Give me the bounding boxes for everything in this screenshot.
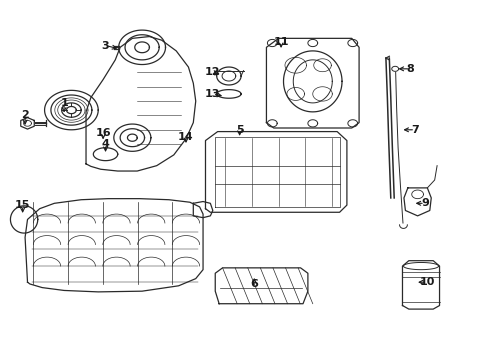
Text: 4: 4: [102, 139, 109, 149]
Text: 13: 13: [204, 89, 220, 99]
Text: 9: 9: [420, 198, 428, 208]
Text: 11: 11: [273, 37, 288, 47]
Text: 5: 5: [235, 125, 243, 135]
Text: 16: 16: [95, 129, 111, 138]
Text: 8: 8: [406, 64, 413, 74]
Text: 7: 7: [410, 125, 418, 135]
Text: 1: 1: [60, 98, 68, 108]
Text: 2: 2: [21, 111, 29, 121]
Text: 12: 12: [204, 67, 220, 77]
Text: 10: 10: [419, 277, 434, 287]
Text: 3: 3: [102, 41, 109, 50]
Text: 14: 14: [178, 132, 193, 142]
Text: 15: 15: [15, 200, 30, 210]
Text: 6: 6: [250, 279, 258, 289]
